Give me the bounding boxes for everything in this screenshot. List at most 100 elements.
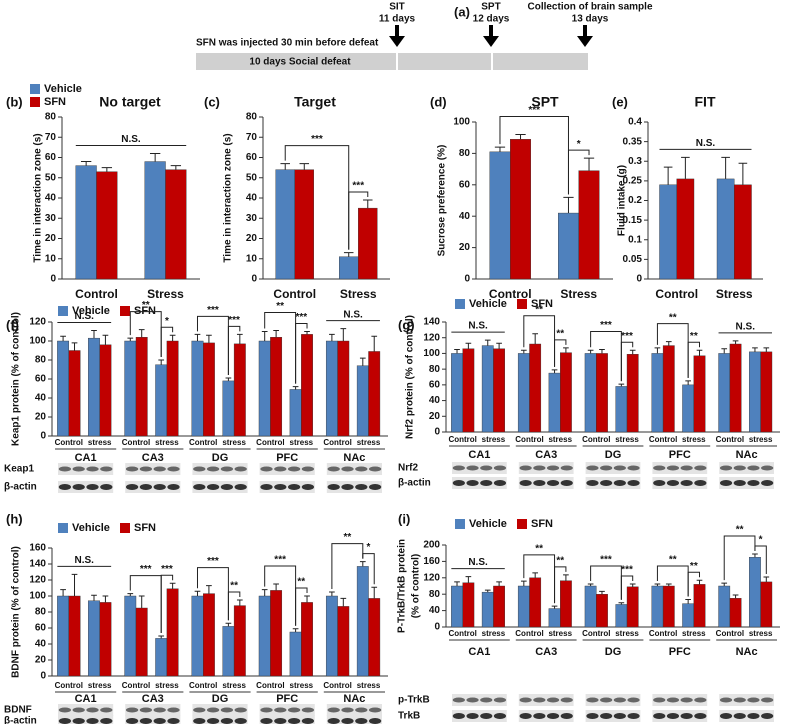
bar bbox=[517, 585, 530, 628]
blot bbox=[719, 477, 774, 489]
bar bbox=[676, 178, 695, 280]
significance-bracket bbox=[348, 191, 369, 250]
blot-band bbox=[546, 713, 560, 719]
blot-band bbox=[327, 718, 340, 724]
error-bar bbox=[371, 335, 378, 352]
blot bbox=[518, 462, 574, 474]
error-bar bbox=[127, 337, 134, 341]
y-tick-label: 0.2 bbox=[628, 195, 642, 206]
blot bbox=[326, 715, 382, 724]
chart-title: SPT bbox=[531, 94, 559, 110]
error-bar bbox=[465, 342, 472, 349]
significance-bracket bbox=[227, 591, 241, 621]
blot-band bbox=[301, 466, 315, 472]
error-bar bbox=[721, 582, 728, 586]
y-tick-label: 80 bbox=[429, 589, 441, 600]
panel-label: (g) bbox=[398, 317, 415, 332]
x-tick-label: stress bbox=[88, 681, 112, 690]
error-bar bbox=[654, 583, 661, 586]
blot-band bbox=[666, 465, 680, 471]
blot bbox=[585, 462, 641, 474]
bar bbox=[693, 355, 706, 433]
x-tick-label: stress bbox=[749, 629, 773, 638]
error-bar bbox=[454, 349, 460, 354]
blot-band bbox=[761, 697, 774, 703]
error-bar bbox=[532, 572, 539, 578]
bar bbox=[529, 577, 542, 628]
blot-band bbox=[153, 707, 166, 713]
bar bbox=[258, 595, 271, 677]
x-tick-label: Control bbox=[649, 629, 677, 638]
y-tick-label: 0 bbox=[50, 274, 56, 285]
y-axis-label: Fluid intake (g) bbox=[617, 165, 628, 236]
error-bar bbox=[665, 583, 672, 586]
y-axis-label: Nrf2 protein (% of control) bbox=[405, 315, 416, 439]
x-tick-label: Control bbox=[75, 287, 118, 301]
y-tick-label: 30 bbox=[45, 213, 57, 224]
y-tick-label: 80 bbox=[459, 148, 471, 159]
y-tick-label: 0.35 bbox=[623, 136, 643, 147]
error-bar bbox=[685, 599, 691, 604]
blot-band bbox=[234, 707, 247, 713]
error-bar bbox=[752, 347, 758, 352]
significance-label: *** bbox=[352, 181, 364, 192]
blot-band bbox=[220, 484, 234, 490]
blot-band bbox=[58, 707, 72, 713]
bar bbox=[166, 340, 179, 437]
bar bbox=[233, 343, 246, 437]
y-tick-label: 40 bbox=[35, 393, 47, 404]
error-bar bbox=[236, 599, 243, 606]
blot-band bbox=[193, 484, 206, 490]
blot-band bbox=[100, 707, 113, 713]
significance-bracket bbox=[331, 543, 364, 589]
error-bar bbox=[583, 157, 595, 171]
y-tick-label: 0.25 bbox=[623, 176, 643, 187]
blot-band bbox=[680, 465, 693, 471]
error-bar bbox=[738, 162, 748, 185]
blot-band bbox=[586, 465, 599, 471]
y-tick-label: 0.1 bbox=[628, 234, 642, 245]
blot-label: TrkB bbox=[398, 711, 420, 722]
legend-label: SFN bbox=[531, 298, 553, 310]
error-bar bbox=[763, 347, 770, 352]
blot-band bbox=[234, 484, 247, 490]
group-label: CA3 bbox=[142, 452, 164, 464]
y-tick-label: 120 bbox=[423, 572, 440, 583]
y-tick-label: 80 bbox=[246, 112, 258, 123]
significance-bracket bbox=[362, 553, 375, 585]
blot-band bbox=[220, 718, 234, 724]
legend-swatch bbox=[455, 519, 465, 529]
blot-band bbox=[355, 466, 368, 472]
x-tick-label: stress bbox=[357, 438, 381, 447]
error-bar bbox=[563, 347, 569, 353]
significance-label: *** bbox=[600, 555, 612, 566]
error-bar bbox=[292, 386, 299, 390]
y-axis-label: (% of control) bbox=[411, 554, 422, 618]
x-tick-label: Control bbox=[448, 435, 476, 444]
bar bbox=[584, 353, 597, 433]
bar bbox=[155, 364, 168, 437]
blot-band bbox=[480, 713, 493, 719]
blot-band bbox=[260, 484, 273, 490]
x-tick-label: Control bbox=[189, 438, 217, 447]
error-bar bbox=[169, 582, 176, 589]
legend-swatch bbox=[517, 519, 527, 529]
blot-band bbox=[452, 480, 465, 486]
error-bar bbox=[465, 576, 472, 583]
significance-label: *** bbox=[600, 320, 612, 331]
x-tick-label: Control bbox=[716, 629, 744, 638]
group-label: PFC bbox=[669, 449, 691, 461]
blot bbox=[259, 715, 315, 724]
significance-label: * bbox=[367, 542, 371, 553]
error-bar bbox=[496, 581, 502, 586]
blot-band bbox=[153, 718, 166, 724]
bar bbox=[339, 256, 359, 280]
significance-label: ** bbox=[535, 304, 543, 315]
error-bar bbox=[721, 156, 730, 179]
blot-band bbox=[480, 697, 493, 703]
blot bbox=[125, 704, 181, 716]
bar bbox=[222, 380, 235, 437]
bar bbox=[166, 588, 179, 677]
blot bbox=[585, 694, 641, 706]
